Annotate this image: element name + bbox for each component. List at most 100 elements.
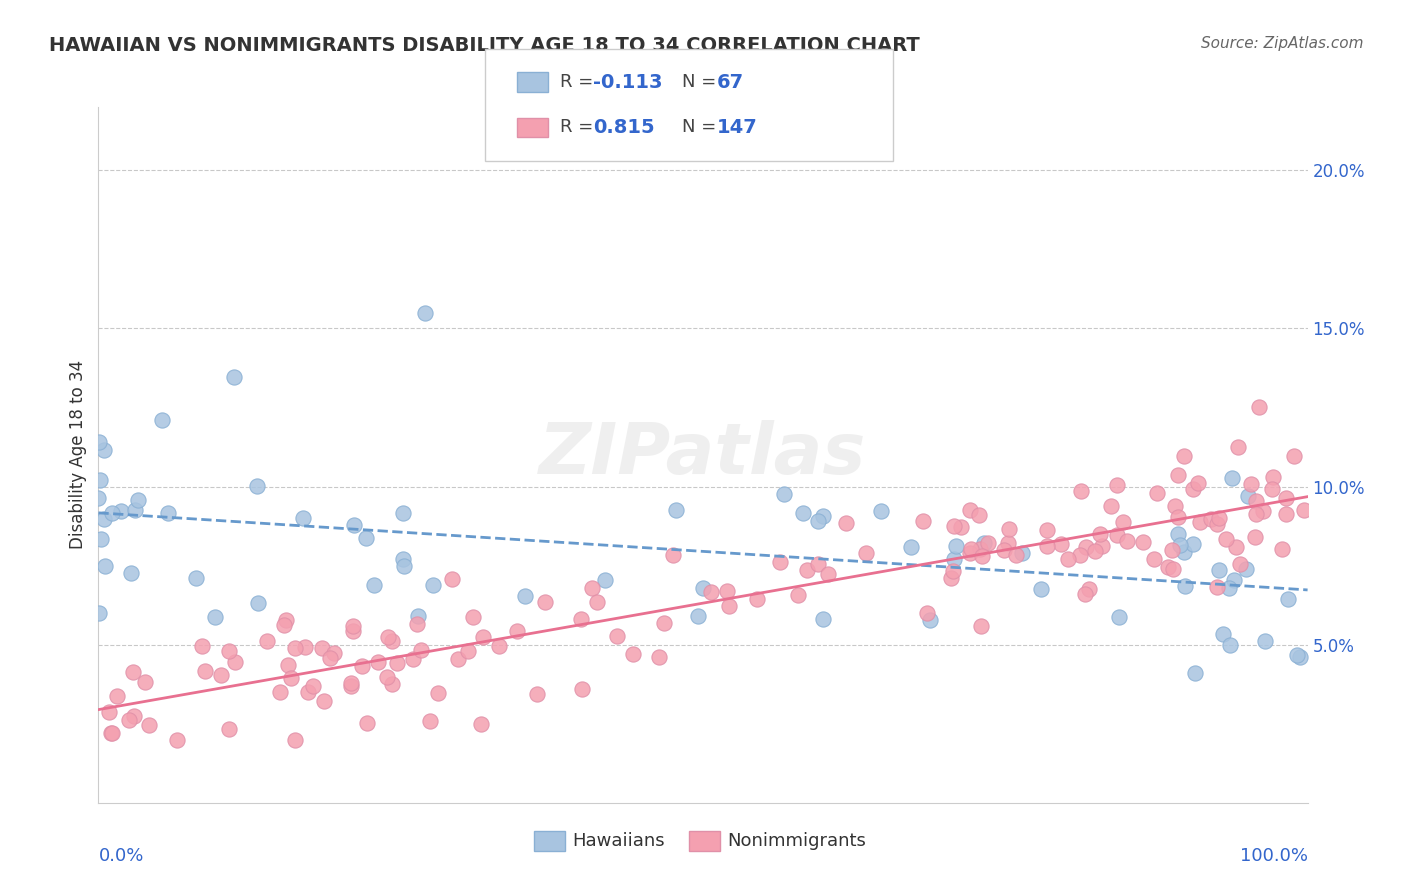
Point [314,694,336,708]
Point [1225,540,1247,554]
Point [118,713,141,727]
Point [218,644,240,658]
Point [218,722,240,736]
Point [1105,528,1128,542]
Point [100,726,122,740]
Point [1215,533,1237,547]
Point [993,542,1015,557]
Point [1078,582,1101,596]
Point [1105,478,1128,492]
Point [311,640,333,655]
Point [1208,563,1230,577]
Text: -0.113: -0.113 [593,73,662,92]
Point [446,652,468,666]
Point [773,487,796,501]
Point [1218,581,1240,595]
Point [1161,562,1184,576]
Text: Nonimmigrants: Nonimmigrants [727,832,866,850]
Point [204,609,226,624]
Point [256,634,278,648]
Point [377,630,399,644]
Point [534,595,557,609]
Text: 147: 147 [717,118,758,136]
Point [392,551,415,566]
Point [1251,504,1274,518]
Point [402,651,425,665]
Point [1181,482,1204,496]
Point [121,665,143,679]
Point [581,582,603,596]
Point [350,658,373,673]
Point [1206,517,1229,532]
Point [900,541,922,555]
Point [1112,516,1135,530]
Point [127,492,149,507]
Point [294,640,316,655]
Point [1108,609,1130,624]
Y-axis label: Disability Age 18 to 34: Disability Age 18 to 34 [69,360,87,549]
Point [700,585,723,599]
Point [1049,536,1071,550]
Point [1173,450,1195,464]
Point [343,517,366,532]
Text: Source: ZipAtlas.com: Source: ZipAtlas.com [1201,36,1364,51]
Point [1229,557,1251,571]
Point [942,551,965,566]
Point [340,679,363,693]
Point [184,571,207,585]
Point [1091,539,1114,553]
Point [356,716,378,731]
Point [277,657,299,672]
Point [318,651,340,665]
Point [138,717,160,731]
Point [1167,468,1189,483]
Point [1244,530,1267,544]
Point [1036,539,1059,553]
Point [87,606,110,620]
Point [811,612,834,626]
Point [342,619,364,633]
Text: 0.815: 0.815 [593,118,655,136]
Point [1146,486,1168,500]
Point [692,582,714,596]
Point [786,588,808,602]
Point [970,619,993,633]
Point [363,578,385,592]
Point [1187,476,1209,491]
Point [686,609,709,624]
Point [283,641,305,656]
Point [1244,493,1267,508]
Point [1244,508,1267,522]
Text: N =: N = [682,73,721,91]
Point [246,479,269,493]
Point [997,535,1019,549]
Point [967,508,990,523]
Point [969,542,991,557]
Text: 67: 67 [717,73,744,92]
Point [101,506,124,520]
Text: R =: R = [560,119,599,136]
Point [340,676,363,690]
Point [441,572,464,586]
Point [918,613,941,627]
Point [1090,527,1112,541]
Point [718,599,741,614]
Text: 0.0%: 0.0% [98,847,143,865]
Point [1261,482,1284,496]
Point [855,546,877,560]
Text: N =: N = [682,119,721,136]
Point [1282,449,1305,463]
Point [1294,503,1316,517]
Point [959,546,981,560]
Point [247,596,270,610]
Point [792,506,814,520]
Point [621,647,644,661]
Point [488,640,510,654]
Point [105,690,128,704]
Point [1285,648,1308,662]
Point [150,413,173,427]
Point [1069,548,1091,562]
Point [134,674,156,689]
Point [381,634,404,648]
Point [87,434,110,449]
